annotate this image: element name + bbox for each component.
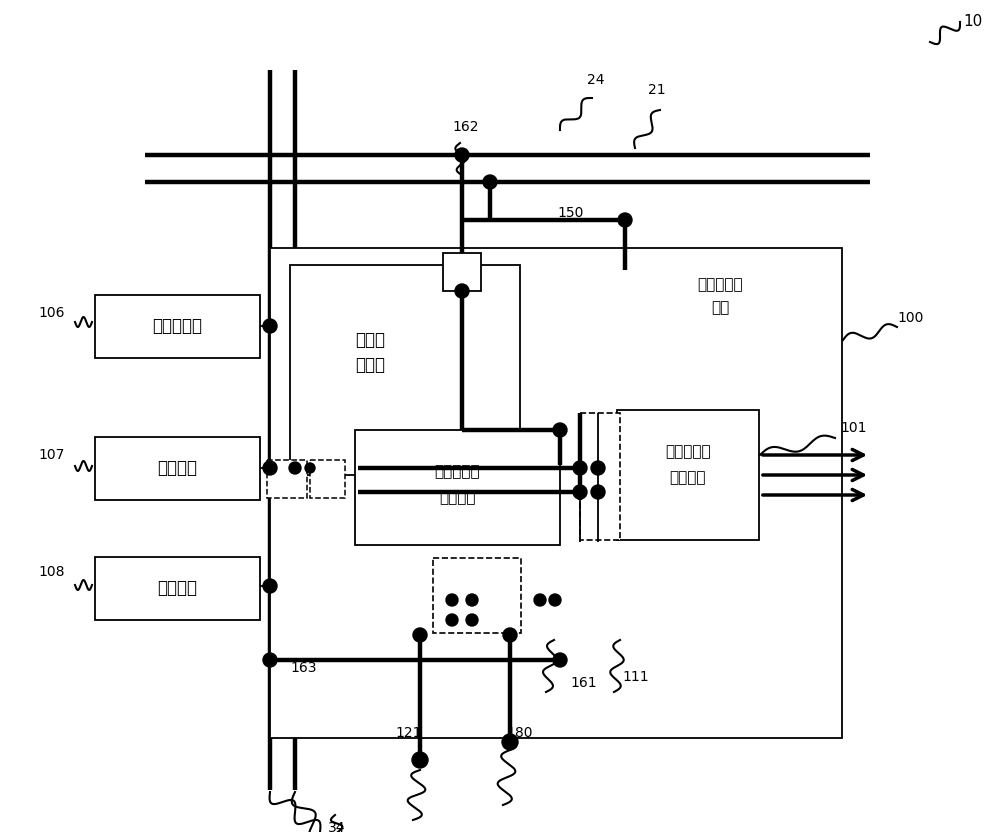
Circle shape bbox=[446, 594, 458, 606]
Circle shape bbox=[503, 628, 517, 642]
Text: 111: 111 bbox=[622, 670, 649, 684]
Circle shape bbox=[553, 653, 567, 667]
Bar bbox=[617, 410, 759, 540]
Bar bbox=[580, 413, 620, 540]
Text: 163: 163 bbox=[290, 661, 316, 675]
Bar bbox=[95, 295, 260, 358]
Text: 调整单元: 调整单元 bbox=[158, 580, 198, 597]
Text: 108: 108 bbox=[38, 565, 64, 579]
Bar bbox=[95, 557, 260, 620]
Circle shape bbox=[591, 461, 605, 475]
Text: 像素预设置: 像素预设置 bbox=[435, 464, 480, 479]
Bar bbox=[267, 460, 307, 498]
Text: 测试单元: 测试单元 bbox=[158, 459, 198, 478]
Circle shape bbox=[289, 462, 301, 474]
Bar bbox=[270, 248, 842, 738]
Text: 点光源显示: 点光源显示 bbox=[697, 278, 743, 293]
Circle shape bbox=[446, 614, 458, 626]
Circle shape bbox=[263, 579, 277, 593]
Text: 106: 106 bbox=[38, 306, 64, 320]
Text: 10: 10 bbox=[963, 14, 982, 29]
Text: 初始化单元: 初始化单元 bbox=[152, 318, 202, 335]
Text: 发光单元: 发光单元 bbox=[670, 471, 706, 486]
Circle shape bbox=[412, 752, 428, 768]
Text: 100: 100 bbox=[897, 311, 923, 325]
Circle shape bbox=[618, 213, 632, 227]
Circle shape bbox=[466, 594, 478, 606]
Text: 单元: 单元 bbox=[711, 300, 729, 315]
Circle shape bbox=[553, 423, 567, 437]
Circle shape bbox=[534, 594, 546, 606]
Text: 像素驱: 像素驱 bbox=[355, 331, 385, 349]
Circle shape bbox=[263, 461, 277, 475]
Circle shape bbox=[466, 614, 478, 626]
Circle shape bbox=[305, 463, 315, 473]
Text: 107: 107 bbox=[38, 448, 64, 462]
Text: 21: 21 bbox=[648, 83, 666, 97]
Circle shape bbox=[413, 628, 427, 642]
Bar bbox=[310, 460, 345, 498]
Text: 34: 34 bbox=[328, 821, 346, 832]
Circle shape bbox=[483, 175, 497, 189]
Circle shape bbox=[502, 734, 518, 750]
Bar bbox=[95, 437, 260, 500]
Circle shape bbox=[549, 594, 561, 606]
Circle shape bbox=[263, 319, 277, 333]
Text: 101: 101 bbox=[840, 421, 866, 435]
Circle shape bbox=[455, 284, 469, 298]
Text: 像素点光源: 像素点光源 bbox=[665, 444, 711, 459]
Text: 121: 121 bbox=[395, 726, 422, 740]
Bar bbox=[433, 558, 521, 633]
Circle shape bbox=[455, 148, 469, 162]
Bar bbox=[290, 265, 520, 475]
Bar bbox=[443, 253, 481, 291]
Circle shape bbox=[263, 653, 277, 667]
Text: 150: 150 bbox=[557, 206, 583, 220]
Bar bbox=[355, 430, 560, 545]
Text: 24: 24 bbox=[587, 73, 604, 87]
Circle shape bbox=[573, 461, 587, 475]
Text: 动模块: 动模块 bbox=[355, 356, 385, 374]
Text: 180: 180 bbox=[506, 726, 532, 740]
Circle shape bbox=[591, 485, 605, 499]
Text: 电路单元: 电路单元 bbox=[439, 491, 476, 506]
Text: 162: 162 bbox=[452, 120, 479, 134]
Circle shape bbox=[573, 485, 587, 499]
Text: 161: 161 bbox=[570, 676, 597, 690]
